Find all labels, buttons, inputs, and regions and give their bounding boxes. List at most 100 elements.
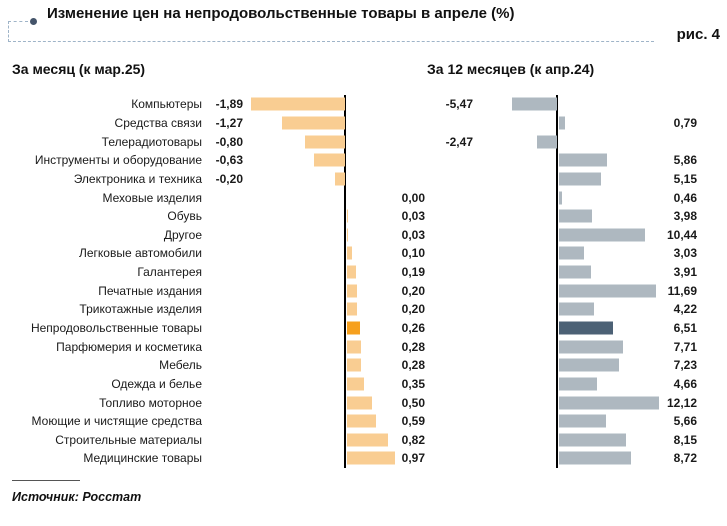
table-row: Другое 0,03 10,44 bbox=[0, 225, 727, 244]
category-label: Меховые изделия bbox=[102, 190, 202, 205]
month-positive-bar-area bbox=[345, 263, 397, 282]
positive-bar bbox=[558, 340, 623, 354]
category-label: Мебель bbox=[159, 358, 202, 373]
month-negative-value: -0,20 bbox=[215, 171, 243, 186]
year-positive-bar-area bbox=[557, 225, 660, 244]
month-positive-bar-area bbox=[345, 170, 397, 189]
month-negative-bar-area bbox=[245, 114, 345, 133]
year-negative-bar-area bbox=[475, 431, 557, 450]
table-row: Средства связи -1,27 0,79 bbox=[0, 114, 727, 133]
month-negative-value: -0,80 bbox=[215, 134, 243, 149]
category-label: Печатные издания bbox=[98, 283, 202, 298]
year-positive-value: 3,98 bbox=[673, 209, 697, 224]
table-row: Инструменты и оборудование -0,63 5,86 bbox=[0, 151, 727, 170]
year-negative-bar-area bbox=[475, 412, 557, 431]
year-negative-bar-area bbox=[475, 449, 557, 468]
negative-bar bbox=[305, 135, 345, 149]
category-label: Медицинские товары bbox=[83, 451, 202, 466]
positive-bar bbox=[346, 451, 395, 465]
year-positive-bar-area bbox=[557, 337, 660, 356]
year-positive-value: 5,15 bbox=[673, 171, 697, 186]
category-label: Средства связи bbox=[114, 115, 202, 130]
year-positive-value: 12,12 bbox=[666, 395, 697, 410]
positive-bar bbox=[346, 321, 360, 335]
year-positive-value: 4,22 bbox=[673, 302, 697, 317]
month-positive-bar-area bbox=[345, 244, 397, 263]
table-row: Компьютеры -1,89 -5,47 bbox=[0, 95, 727, 114]
positive-bar bbox=[558, 209, 592, 223]
positive-bar bbox=[346, 284, 357, 298]
year-positive-bar-area bbox=[557, 244, 660, 263]
category-label: Строительные материалы bbox=[55, 432, 202, 447]
positive-bar bbox=[558, 377, 598, 391]
year-positive-bar-area bbox=[557, 412, 660, 431]
category-label: Обувь bbox=[167, 209, 202, 224]
year-positive-value: 8,72 bbox=[673, 451, 697, 466]
positive-bar bbox=[558, 116, 566, 130]
year-negative-bar-area bbox=[475, 207, 557, 226]
positive-bar bbox=[346, 377, 364, 391]
figure-number-label: рис. 4 bbox=[676, 26, 720, 43]
year-positive-bar-area bbox=[557, 431, 660, 450]
month-negative-bar-area bbox=[245, 207, 345, 226]
table-row: Непродовольственные товары 0,26 6,51 bbox=[0, 319, 727, 338]
year-positive-value: 5,86 bbox=[673, 153, 697, 168]
month-positive-value: 0,26 bbox=[401, 321, 425, 335]
month-zero-axis bbox=[344, 95, 346, 468]
year-positive-value: 6,51 bbox=[673, 321, 697, 335]
chart-rows: Компьютеры -1,89 -5,47 Средства связи -1,27 0… bbox=[0, 95, 727, 468]
positive-bar bbox=[558, 302, 594, 316]
category-label: Инструменты и оборудование bbox=[34, 153, 202, 168]
year-negative-bar-area bbox=[475, 337, 557, 356]
category-label: Телерадиотовары bbox=[101, 134, 202, 149]
positive-bar bbox=[558, 451, 631, 465]
year-positive-value: 10,44 bbox=[666, 227, 697, 242]
month-negative-bar-area bbox=[245, 375, 345, 394]
year-positive-bar-area bbox=[557, 114, 660, 133]
year-negative-bar-area bbox=[475, 188, 557, 207]
positive-bar bbox=[558, 284, 656, 298]
positive-bar bbox=[558, 172, 602, 186]
figure-dashed-frame-top bbox=[8, 21, 28, 22]
table-row: Строительные материалы 0,82 8,15 bbox=[0, 431, 727, 450]
positive-bar bbox=[346, 358, 361, 372]
month-positive-bar-area bbox=[345, 319, 397, 338]
month-positive-value: 0,00 bbox=[401, 190, 425, 205]
positive-bar bbox=[558, 358, 619, 372]
negative-bar bbox=[335, 172, 345, 186]
year-positive-value: 3,03 bbox=[673, 246, 697, 261]
month-positive-value: 0,59 bbox=[401, 414, 425, 429]
category-label: Топливо моторное bbox=[99, 395, 202, 410]
month-positive-bar-area bbox=[345, 132, 397, 151]
year-negative-value: -5,47 bbox=[445, 97, 473, 112]
table-row: Медицинские товары 0,97 8,72 bbox=[0, 449, 727, 468]
year-section-header: За 12 месяцев (к апр.24) bbox=[427, 61, 595, 77]
year-positive-bar-area bbox=[557, 449, 660, 468]
table-row: Электроника и техника -0,20 5,15 bbox=[0, 170, 727, 189]
category-label: Компьютеры bbox=[131, 97, 202, 112]
month-negative-value: -1,89 bbox=[215, 97, 243, 112]
positive-bar bbox=[558, 246, 584, 260]
year-positive-bar-area bbox=[557, 393, 660, 412]
year-positive-bar-area bbox=[557, 207, 660, 226]
year-positive-bar-area bbox=[557, 95, 660, 114]
month-negative-bar-area bbox=[245, 132, 345, 151]
month-positive-value: 0,28 bbox=[401, 358, 425, 373]
month-positive-value: 0,50 bbox=[401, 395, 425, 410]
month-negative-bar-area bbox=[245, 281, 345, 300]
positive-bar bbox=[558, 396, 660, 410]
month-negative-bar-area bbox=[245, 319, 345, 338]
year-negative-bar-area bbox=[475, 393, 557, 412]
positive-bar bbox=[558, 191, 563, 205]
month-positive-value: 0,19 bbox=[401, 265, 425, 280]
year-positive-bar-area bbox=[557, 300, 660, 319]
category-label: Трикотажные изделия bbox=[79, 302, 202, 317]
table-row: Галантерея 0,19 3,91 bbox=[0, 263, 727, 282]
month-positive-value: 0,97 bbox=[401, 451, 425, 466]
month-negative-bar-area bbox=[245, 151, 345, 170]
table-row: Печатные издания 0,20 11,69 bbox=[0, 281, 727, 300]
positive-bar bbox=[558, 153, 608, 167]
year-zero-axis bbox=[556, 95, 558, 468]
category-label: Непродовольственные товары bbox=[30, 321, 202, 335]
month-positive-bar-area bbox=[345, 188, 397, 207]
